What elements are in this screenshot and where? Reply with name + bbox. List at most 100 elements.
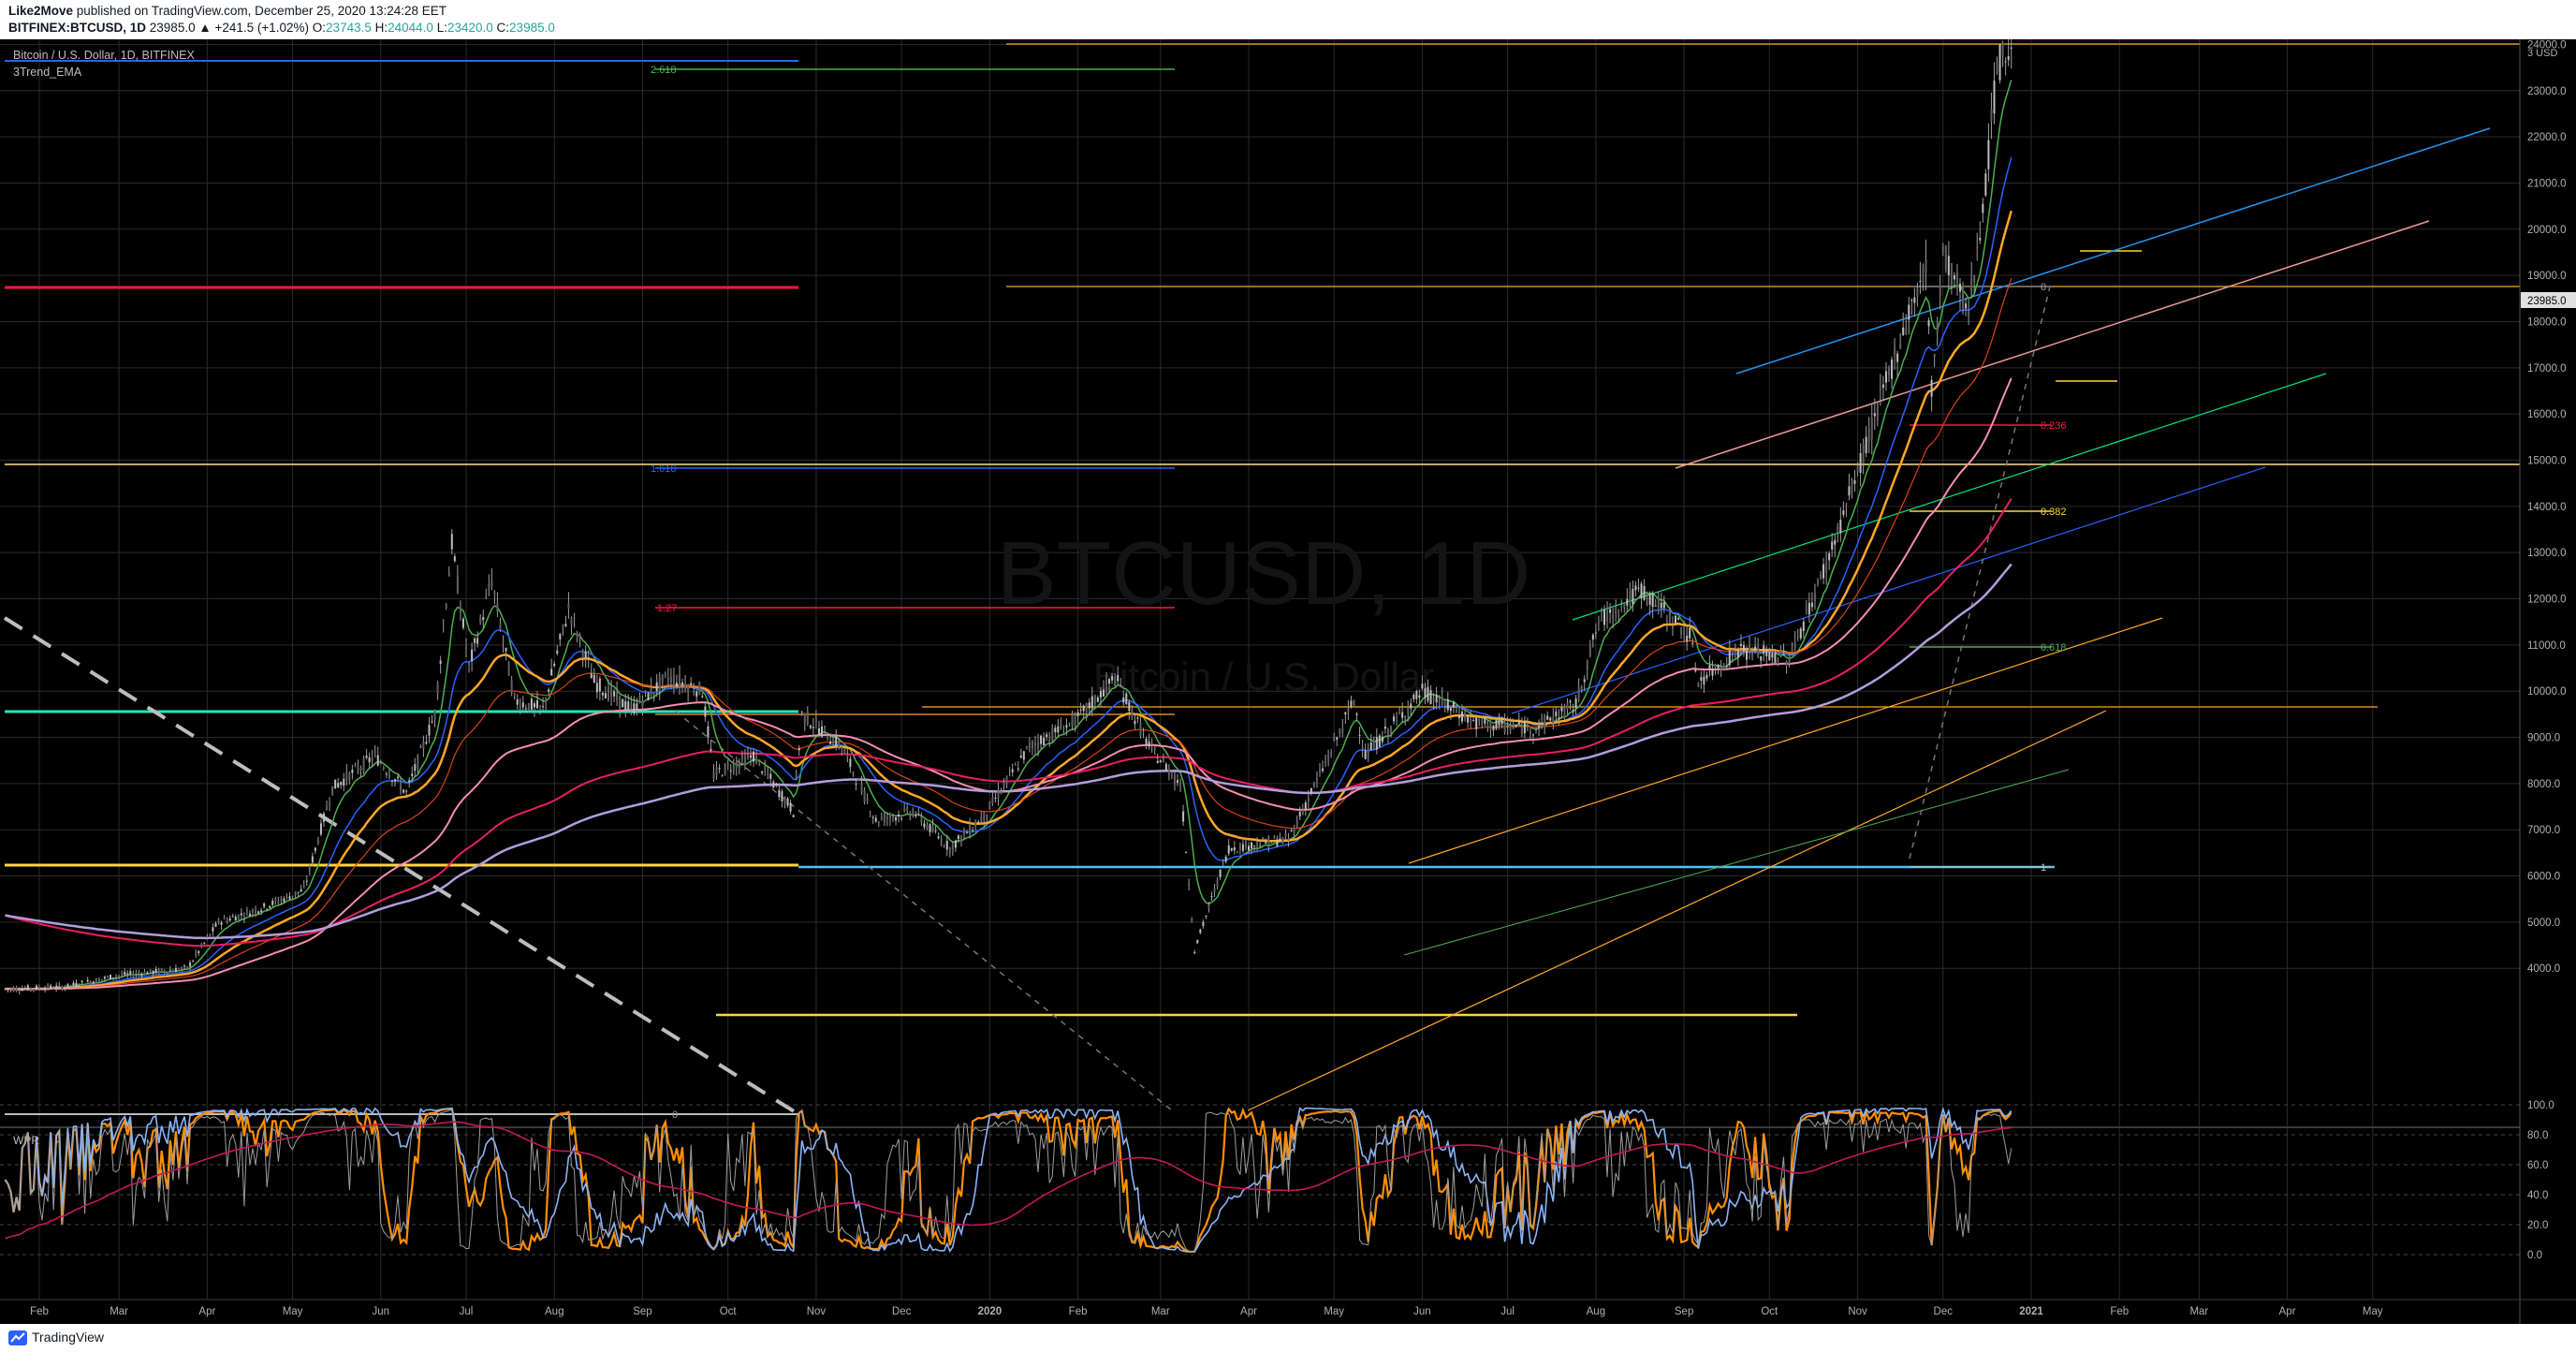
time-tick-label: Jun	[1413, 1306, 1431, 1317]
candle-body	[1950, 263, 1953, 287]
time-tick-label: May	[283, 1306, 303, 1317]
wpr-signal-line	[5, 1121, 2012, 1240]
price-chart[interactable]: BTCUSD, 1D Bitcoin / U.S. Dollar	[0, 39, 2576, 1324]
candle-body	[453, 556, 456, 562]
candle-body	[314, 847, 316, 851]
candle-body	[601, 692, 604, 696]
candle-body	[917, 811, 920, 813]
candle-body	[1643, 585, 1646, 600]
candle-body	[1312, 783, 1315, 786]
oscillator-axis[interactable]: 0.0 20.0 40.0 60.0 80.0 100.0	[2527, 1100, 2554, 1261]
candle-body	[1686, 635, 1689, 642]
candle-body	[1714, 664, 1717, 668]
candle-body	[821, 726, 823, 737]
candle-body	[1842, 510, 1845, 515]
candle-body	[405, 790, 408, 792]
price-tick-label: 23000.0	[2527, 86, 2567, 97]
candle-body	[655, 682, 658, 691]
candle-body	[408, 780, 411, 783]
candle-body	[959, 835, 962, 843]
candle-body	[1930, 379, 1933, 397]
candle-body	[750, 755, 752, 758]
grey-dashed-downtrend[interactable]	[675, 711, 1173, 1111]
candle-body	[1361, 746, 1364, 749]
candle-body	[72, 982, 75, 986]
candle-body	[1746, 650, 1748, 660]
candle-body	[297, 891, 300, 893]
blue-channel-upper[interactable]	[1735, 127, 2491, 375]
candle-body	[334, 779, 337, 789]
time-tick-label: Dec	[892, 1306, 912, 1317]
candle-body	[1407, 707, 1410, 713]
price-axis[interactable]: 4000.0 5000.0 6000.0 7000.0 8000.0 9000.0 1000…	[2527, 39, 2567, 975]
pink-channel-line[interactable]	[1675, 220, 2430, 469]
price-tick-label: 19000.0	[2527, 271, 2567, 282]
candle-body	[1208, 904, 1210, 909]
candle-body	[61, 986, 64, 991]
candle-body	[886, 817, 888, 819]
candle-body	[726, 764, 729, 766]
candle-body	[474, 638, 476, 643]
price-tick-label: 8000.0	[2527, 779, 2560, 790]
candle-body	[1185, 852, 1188, 854]
candle-body	[1535, 730, 1538, 732]
candle-body	[1870, 418, 1873, 440]
candle-body	[1632, 588, 1634, 605]
candle-body	[1325, 761, 1327, 763]
candle-body	[758, 759, 761, 761]
candle-body	[245, 909, 248, 911]
candle-body	[228, 918, 231, 921]
candle-body	[1330, 752, 1333, 756]
candle-body	[1085, 703, 1088, 713]
high-label: H:	[374, 21, 388, 35]
candle-body	[1301, 809, 1304, 815]
grey-dashed-fib-anchor[interactable]	[1909, 286, 2051, 860]
candle-body	[513, 693, 516, 697]
candle-body	[948, 847, 951, 854]
candle-body	[1167, 769, 1170, 775]
candle-body	[1034, 742, 1036, 746]
candle-body	[7, 989, 9, 991]
candle-body	[1145, 738, 1148, 746]
candle-body	[988, 801, 991, 810]
green-channel-lower[interactable]	[1403, 769, 2070, 956]
candle-body	[1276, 839, 1279, 846]
time-tick-label: Oct	[1761, 1306, 1778, 1317]
candle-body	[1222, 861, 1224, 863]
candle-body	[1651, 593, 1654, 608]
candle-body	[1654, 605, 1657, 607]
candle-body	[1344, 712, 1347, 715]
candle-body	[1597, 622, 1600, 624]
candle-body	[1782, 654, 1785, 655]
time-tick-label: Apr	[198, 1306, 215, 1317]
tradingview-logo-icon[interactable]	[8, 1329, 27, 1347]
candle-body	[1048, 739, 1051, 742]
candle-body	[650, 686, 652, 697]
price-tick-label: 17000.0	[2527, 363, 2567, 375]
blue-channel-lower[interactable]	[1511, 466, 2266, 714]
candle-body	[447, 573, 450, 577]
candle-body	[203, 942, 206, 944]
candle-body	[55, 985, 58, 989]
candle-body	[1253, 845, 1256, 847]
author-name[interactable]: Like2Move	[8, 4, 74, 18]
candle-body	[1947, 256, 1950, 275]
green-channel-line[interactable]	[1572, 373, 2327, 621]
candle-body	[679, 675, 681, 687]
time-axis[interactable]: Feb Mar Apr May Jun Jul Aug Sep Oct Nov Dec 2020 Feb…	[30, 1306, 2383, 1317]
candle-body	[1074, 714, 1076, 728]
footer-brand[interactable]: TradingView	[32, 1330, 105, 1345]
white-dashed-downtrend[interactable]	[3, 616, 800, 1116]
candle-body	[824, 726, 827, 728]
candle-body	[1925, 258, 1927, 273]
candle-body	[1415, 691, 1418, 699]
candle-body	[550, 669, 553, 676]
candle-body	[607, 686, 609, 700]
candle-body	[302, 885, 305, 888]
candle-body	[1484, 716, 1486, 724]
candle-body	[1941, 245, 1944, 253]
orange-channel-upper[interactable]	[1408, 617, 2163, 864]
candle-body	[220, 922, 223, 925]
candle-body	[505, 647, 507, 652]
orange-channel-lower[interactable]	[1247, 710, 2107, 1111]
